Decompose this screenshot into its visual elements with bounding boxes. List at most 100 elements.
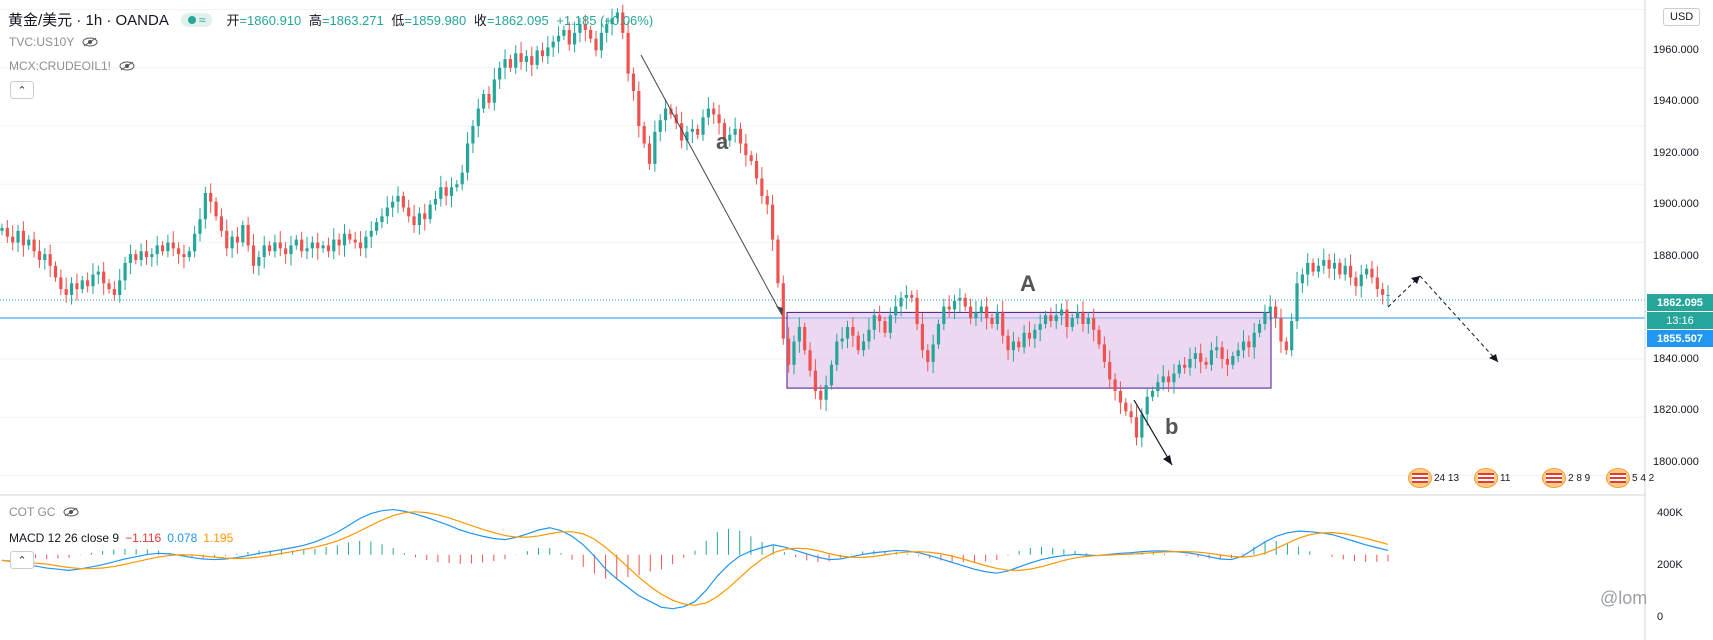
candle-body — [492, 79, 496, 103]
candle-body — [471, 126, 475, 144]
low-key: 低 — [391, 13, 405, 28]
signal-line — [1, 511, 1389, 606]
candle-body — [251, 245, 256, 266]
candle-body — [465, 143, 470, 173]
candle-body — [433, 198, 438, 205]
candle-body — [508, 59, 512, 68]
overlay-crudeoil[interactable]: MCX:CRUDEOIL1! — [9, 59, 135, 73]
economic-event[interactable]: 5 4 2 — [1606, 468, 1654, 488]
candle-body — [979, 306, 983, 313]
candle-body — [80, 280, 84, 290]
eye-hidden-icon[interactable] — [82, 37, 98, 47]
candle-body — [760, 178, 764, 196]
candle-body — [572, 32, 577, 45]
candle-body — [1011, 341, 1016, 351]
candle-body — [176, 248, 181, 255]
us-flag-icon — [1408, 468, 1432, 488]
event-label: 2 8 9 — [1568, 472, 1591, 484]
candle-body — [1113, 379, 1117, 391]
candle-body — [171, 242, 175, 249]
candle-body — [1150, 391, 1155, 397]
candle-body — [658, 120, 662, 132]
candle-body — [1145, 396, 1149, 415]
candle-body — [615, 12, 620, 19]
candle-body — [91, 274, 95, 287]
candle-body — [460, 172, 464, 185]
candle-body — [203, 193, 207, 220]
candle-body — [888, 315, 892, 333]
candle-body — [1183, 364, 1187, 368]
candle-body — [96, 271, 100, 275]
candle-body — [198, 219, 202, 234]
candle-body — [1049, 315, 1053, 322]
candle-body — [1220, 347, 1224, 359]
chart-header: 黄金/美元 · 1h · OANDA ≈ 开=1860.910 高=1863.2… — [8, 9, 657, 30]
economic-event[interactable]: 11 — [1474, 468, 1510, 488]
candle-body — [1322, 259, 1326, 266]
eye-hidden-icon[interactable] — [63, 507, 79, 517]
candle-body — [637, 91, 641, 127]
candle-body — [455, 184, 459, 188]
candle-body — [947, 306, 951, 310]
market-status-pill[interactable]: ≈ — [180, 12, 213, 27]
cot-indicator[interactable]: COT GC — [9, 505, 79, 519]
chevron-up-icon: ⌃ — [17, 84, 27, 97]
symbol-title[interactable]: 黄金/美元 · 1h · OANDA — [8, 12, 169, 29]
collapse-overlays-button[interactable]: ⌃ — [10, 81, 34, 99]
eye-hidden-icon[interactable] — [119, 61, 135, 71]
candle-body — [289, 245, 293, 255]
candle-body — [1252, 332, 1256, 348]
candle-body — [1231, 356, 1235, 365]
candle-body — [423, 213, 427, 220]
cot-label: COT GC — [9, 505, 56, 519]
economic-event[interactable]: 24 13 — [1408, 468, 1459, 488]
candle-body — [316, 242, 320, 249]
candle-body — [219, 216, 224, 231]
candle-body — [118, 280, 122, 295]
close-value: =1862.095 — [486, 13, 549, 28]
candle-body — [337, 239, 341, 246]
candle-body — [915, 297, 919, 325]
candle-body — [835, 341, 839, 365]
candle-body — [931, 344, 935, 362]
collapse-indicators-button[interactable]: ⌃ — [10, 551, 34, 569]
candle-body — [845, 326, 850, 339]
candle-body — [589, 29, 593, 39]
candle-body — [294, 239, 298, 246]
candle-body — [1081, 312, 1085, 325]
candle-body — [647, 143, 652, 164]
macd-line — [1, 508, 1389, 610]
candle-body — [867, 329, 871, 342]
candle-body — [1225, 358, 1230, 365]
macd-value: −1.116 — [125, 531, 162, 545]
candle-body — [733, 128, 737, 135]
us-flag-icon — [1542, 468, 1566, 488]
candle-body — [744, 143, 748, 156]
candle-body — [1386, 294, 1390, 296]
candle-body — [1332, 262, 1337, 269]
macd-legend[interactable]: MACD 12 26 close 9 −1.116 0.078 1.195 — [9, 531, 233, 545]
candle-body — [1140, 414, 1144, 438]
candle-body — [583, 24, 587, 30]
currency-button[interactable]: USD — [1663, 8, 1701, 26]
candle-body — [1375, 277, 1379, 290]
candle-body — [722, 123, 727, 141]
candle-body — [358, 242, 363, 249]
candle-body — [53, 265, 58, 278]
candle-body — [856, 335, 860, 351]
candle-body — [1263, 312, 1267, 325]
candle-body — [551, 41, 555, 48]
candle-body — [374, 222, 379, 231]
candle-body — [669, 108, 673, 115]
economic-event[interactable]: 2 8 9 — [1542, 468, 1590, 488]
overlay-us10y[interactable]: TVC:US10Y — [9, 35, 98, 49]
candle-body — [444, 187, 448, 196]
macd-histogram — [12, 529, 1389, 579]
label-A: A — [1020, 271, 1036, 296]
ohlc-values: 开=1860.910 高=1863.271 低=1859.980 收=1862.… — [226, 10, 657, 29]
candle-body — [990, 318, 994, 325]
candle-body — [64, 289, 68, 295]
candle-body — [514, 53, 518, 68]
candle-body — [385, 207, 389, 217]
